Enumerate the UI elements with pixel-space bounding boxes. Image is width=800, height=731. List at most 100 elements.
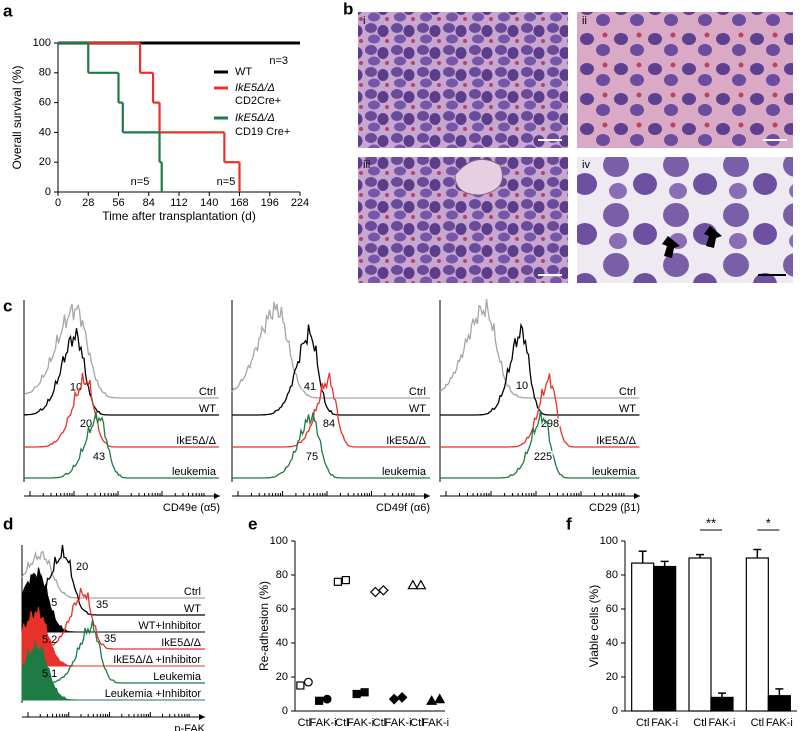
x-tick-label: 28 [82, 197, 94, 209]
histogram-line [440, 410, 640, 479]
histogram-line [21, 550, 205, 599]
y-axis-label: Overall survival (%) [10, 65, 24, 169]
x-tick-label: Ctl [373, 717, 386, 729]
x-tick-label: 168 [230, 197, 248, 209]
x-tick-label: FAK-i [766, 717, 793, 729]
histogram-value: 20 [80, 418, 92, 430]
axis-arrow [199, 714, 205, 720]
histogram-line [440, 322, 640, 416]
x-tick-label: Ctl [410, 717, 423, 729]
micrograph [358, 12, 568, 148]
bar [688, 557, 712, 712]
x-tick-label: Ctl [636, 717, 649, 729]
annotation: n=5 [217, 176, 236, 188]
legend-label: IkE5Δ/Δ [235, 82, 275, 94]
y-tick-label: 100 [600, 535, 618, 547]
x-tick-label: FAK-i [310, 717, 337, 729]
x-tick-label: FAK-i [651, 717, 678, 729]
bar [767, 695, 791, 712]
y-tick-label: 20 [606, 671, 618, 683]
annotation: n=3 [269, 55, 288, 67]
y-tick-label: 40 [276, 637, 288, 649]
histogram-value: 225 [534, 451, 552, 463]
dot [378, 584, 389, 596]
histogram-legend: WT [619, 403, 636, 415]
x-tick-label: 224 [291, 197, 309, 209]
histogram-legend: WT+Inhibitor [138, 620, 201, 632]
x-tick-label: FAK-i [422, 717, 449, 729]
x-tick-label: 0 [55, 197, 61, 209]
micrograph [577, 157, 793, 283]
dot [360, 688, 369, 697]
micrograph-label: iv [582, 159, 590, 171]
histogram-line [232, 372, 430, 448]
dot [434, 693, 446, 704]
histogram-value: 75 [306, 451, 318, 463]
x-tick-label: Ctl [298, 717, 311, 729]
histogram-line [439, 298, 640, 399]
histogram-legend: leukemia [172, 466, 217, 478]
axis-arrow [214, 493, 220, 499]
y-tick-label: 60 [606, 603, 618, 615]
histogram-legend: WT [199, 403, 216, 415]
micrograph [577, 12, 793, 148]
histogram-legend: IkE5Δ/Δ [596, 435, 636, 447]
panel-label: b [343, 0, 353, 18]
axis-arrow [424, 493, 430, 499]
y-tick-label: 80 [39, 67, 51, 79]
y-tick-label: 20 [39, 156, 51, 168]
histogram-legend: leukemia [592, 466, 637, 478]
histogram-legend: Leukemia [153, 671, 202, 683]
histogram-value: 35 [96, 599, 108, 611]
dot [322, 694, 332, 704]
legend-label: IkE5Δ/Δ [235, 112, 275, 124]
y-tick-label: 0 [282, 705, 288, 717]
dot [396, 692, 408, 703]
histogram-legend: Ctrl [184, 586, 201, 598]
histogram-line [232, 324, 430, 416]
panel-label: c [3, 296, 12, 315]
y-tick-label: 100 [270, 535, 288, 547]
dot [426, 695, 438, 705]
dot [407, 579, 419, 590]
x-tick-label: 140 [200, 197, 218, 209]
legend-label: CD19 Cre+ [235, 126, 290, 138]
legend-label: CD2Cre+ [235, 95, 281, 107]
histogram-line [440, 373, 640, 448]
x-tick-label: Ctl [751, 717, 764, 729]
bar [745, 557, 769, 712]
histogram-fill [21, 641, 205, 701]
histogram-line [24, 411, 219, 479]
annotation: n=5 [131, 176, 150, 188]
x-axis-label: CD29 (β1) [589, 502, 640, 514]
y-tick-label: 0 [45, 186, 51, 198]
y-tick-label: 80 [276, 569, 288, 581]
panel-label: a [3, 1, 13, 20]
y-axis-label: Re-adhesion (%) [257, 581, 271, 671]
histogram-legend: Leukemia +Inhibitor [105, 688, 202, 700]
histogram-legend: Ctrl [409, 386, 426, 398]
legend-label: WT [235, 66, 252, 78]
panel-label: f [566, 514, 572, 533]
tissue-feature [454, 158, 503, 196]
y-tick-label: 100 [33, 37, 51, 49]
histogram-value: 5.1 [42, 668, 57, 680]
histogram-line [231, 301, 430, 399]
histogram-legend: WT [184, 603, 201, 615]
histogram-line [24, 372, 219, 448]
micrograph-label: ii [582, 15, 587, 27]
dot [415, 579, 427, 590]
histogram-legend: IkE5Δ/Δ [176, 435, 216, 447]
histogram-value: 10 [516, 380, 528, 392]
dot [370, 586, 381, 598]
x-tick-label: 56 [112, 197, 124, 209]
x-tick-label: 196 [261, 197, 279, 209]
histogram-line [23, 328, 219, 416]
x-tick-label: FAK-i [385, 717, 412, 729]
panel-label: e [248, 514, 257, 533]
significance-label: * [766, 515, 771, 530]
histogram-value: 5.2 [42, 634, 57, 646]
x-tick-label: 84 [143, 197, 155, 209]
